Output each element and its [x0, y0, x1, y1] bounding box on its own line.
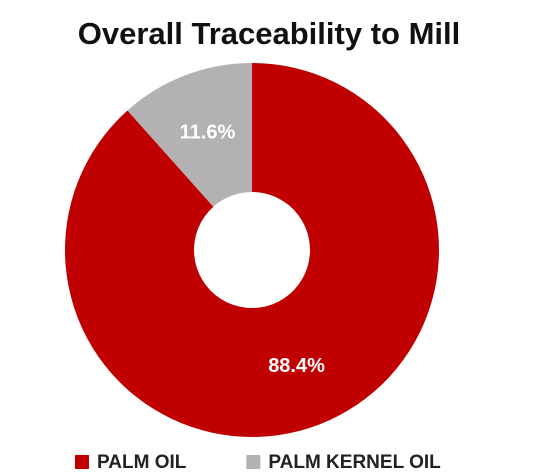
legend-swatch	[75, 455, 89, 469]
value-label: 88.4%	[268, 355, 325, 377]
slice	[127, 63, 252, 207]
legend-label: PALM KERNEL OIL	[268, 452, 441, 473]
value-label: 11.6%	[180, 121, 236, 143]
legend-label: PALM OIL	[97, 452, 187, 473]
slice	[65, 63, 439, 438]
chart-title: Overall Traceability to Mill	[78, 16, 460, 51]
legend-swatch	[246, 455, 261, 469]
